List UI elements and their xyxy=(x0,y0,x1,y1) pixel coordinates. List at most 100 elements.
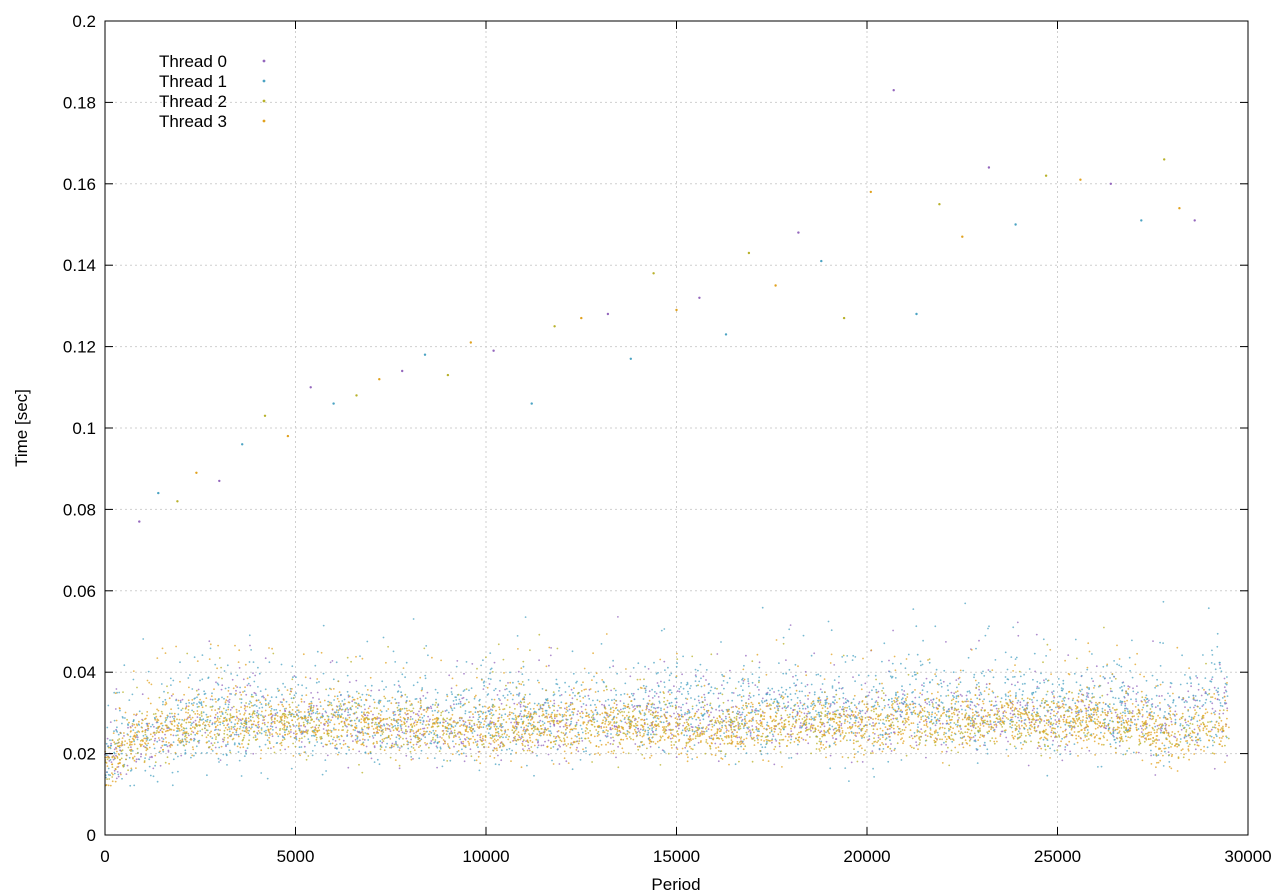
data-point xyxy=(172,741,175,743)
data-point xyxy=(920,664,922,667)
data-point xyxy=(673,744,675,746)
data-point xyxy=(420,738,423,741)
data-point xyxy=(680,706,682,709)
data-point xyxy=(305,758,308,761)
data-point xyxy=(997,707,1000,710)
data-point xyxy=(1069,726,1071,728)
data-point xyxy=(1226,707,1229,710)
data-point xyxy=(1055,706,1057,709)
data-point xyxy=(828,746,831,748)
data-point xyxy=(469,748,472,751)
data-point xyxy=(1215,689,1218,692)
data-point xyxy=(214,746,217,749)
data-point xyxy=(346,729,349,732)
data-point xyxy=(513,702,516,705)
data-point xyxy=(737,713,739,716)
data-point xyxy=(998,715,1001,718)
data-point xyxy=(266,739,269,741)
data-point xyxy=(308,710,310,713)
data-point xyxy=(1135,698,1137,700)
data-point xyxy=(1021,683,1024,685)
data-point xyxy=(720,737,723,740)
data-point xyxy=(751,660,754,663)
data-point xyxy=(517,734,520,737)
data-point xyxy=(673,712,675,715)
data-point xyxy=(1118,745,1121,747)
data-point xyxy=(370,684,373,687)
data-point xyxy=(1123,695,1126,698)
data-point xyxy=(582,703,585,705)
data-point xyxy=(1103,626,1105,629)
data-point xyxy=(721,684,723,686)
data-point xyxy=(1151,674,1154,677)
data-point xyxy=(508,747,511,750)
data-point xyxy=(461,704,464,707)
data-point xyxy=(1223,692,1226,694)
data-point xyxy=(465,698,468,701)
data-point xyxy=(523,728,525,731)
data-point xyxy=(1124,709,1126,712)
data-point xyxy=(550,747,552,750)
data-point xyxy=(1148,699,1150,702)
data-point xyxy=(407,725,410,728)
data-point xyxy=(390,718,393,721)
data-point xyxy=(215,738,217,740)
data-point xyxy=(758,666,761,669)
data-point xyxy=(697,699,700,702)
data-point xyxy=(756,737,759,739)
data-point xyxy=(935,701,937,704)
data-point xyxy=(1060,687,1063,689)
data-point xyxy=(809,736,811,738)
data-point xyxy=(1046,643,1049,646)
data-point xyxy=(531,750,534,753)
data-point xyxy=(570,722,572,725)
data-point xyxy=(1088,749,1091,752)
data-point xyxy=(722,713,724,715)
data-point xyxy=(211,750,214,752)
data-point xyxy=(885,719,888,722)
data-point xyxy=(653,661,655,664)
data-point xyxy=(810,705,812,707)
data-point xyxy=(957,751,959,754)
data-point xyxy=(1064,746,1067,748)
data-point xyxy=(940,695,942,697)
data-point xyxy=(634,707,637,710)
data-point xyxy=(501,725,504,728)
data-point xyxy=(827,718,830,721)
data-point xyxy=(961,695,963,697)
data-point xyxy=(558,763,561,765)
data-point xyxy=(464,712,467,715)
data-point xyxy=(517,670,520,673)
data-point xyxy=(194,719,197,722)
data-point xyxy=(928,703,931,706)
data-point xyxy=(994,696,997,699)
data-point xyxy=(254,692,257,695)
data-point xyxy=(843,710,845,713)
data-point xyxy=(252,716,254,719)
data-point xyxy=(873,733,876,735)
data-point xyxy=(792,717,795,720)
data-point xyxy=(740,736,743,739)
data-point xyxy=(193,702,195,704)
data-point xyxy=(1130,735,1133,738)
data-point xyxy=(273,709,276,711)
data-point xyxy=(295,692,297,695)
data-point xyxy=(521,673,524,675)
data-point xyxy=(421,723,424,725)
data-point xyxy=(834,699,836,701)
data-point xyxy=(1112,729,1115,732)
data-point xyxy=(853,748,855,750)
data-point xyxy=(579,695,581,698)
data-point xyxy=(374,721,377,724)
data-point xyxy=(1149,717,1151,720)
data-point xyxy=(872,722,874,724)
data-point xyxy=(311,750,314,752)
data-point xyxy=(500,702,503,705)
data-point xyxy=(674,697,677,700)
data-point xyxy=(899,714,902,716)
data-point xyxy=(992,676,995,679)
data-point xyxy=(209,698,212,701)
data-point xyxy=(146,736,149,739)
data-point xyxy=(419,721,422,724)
data-point xyxy=(1106,693,1109,696)
